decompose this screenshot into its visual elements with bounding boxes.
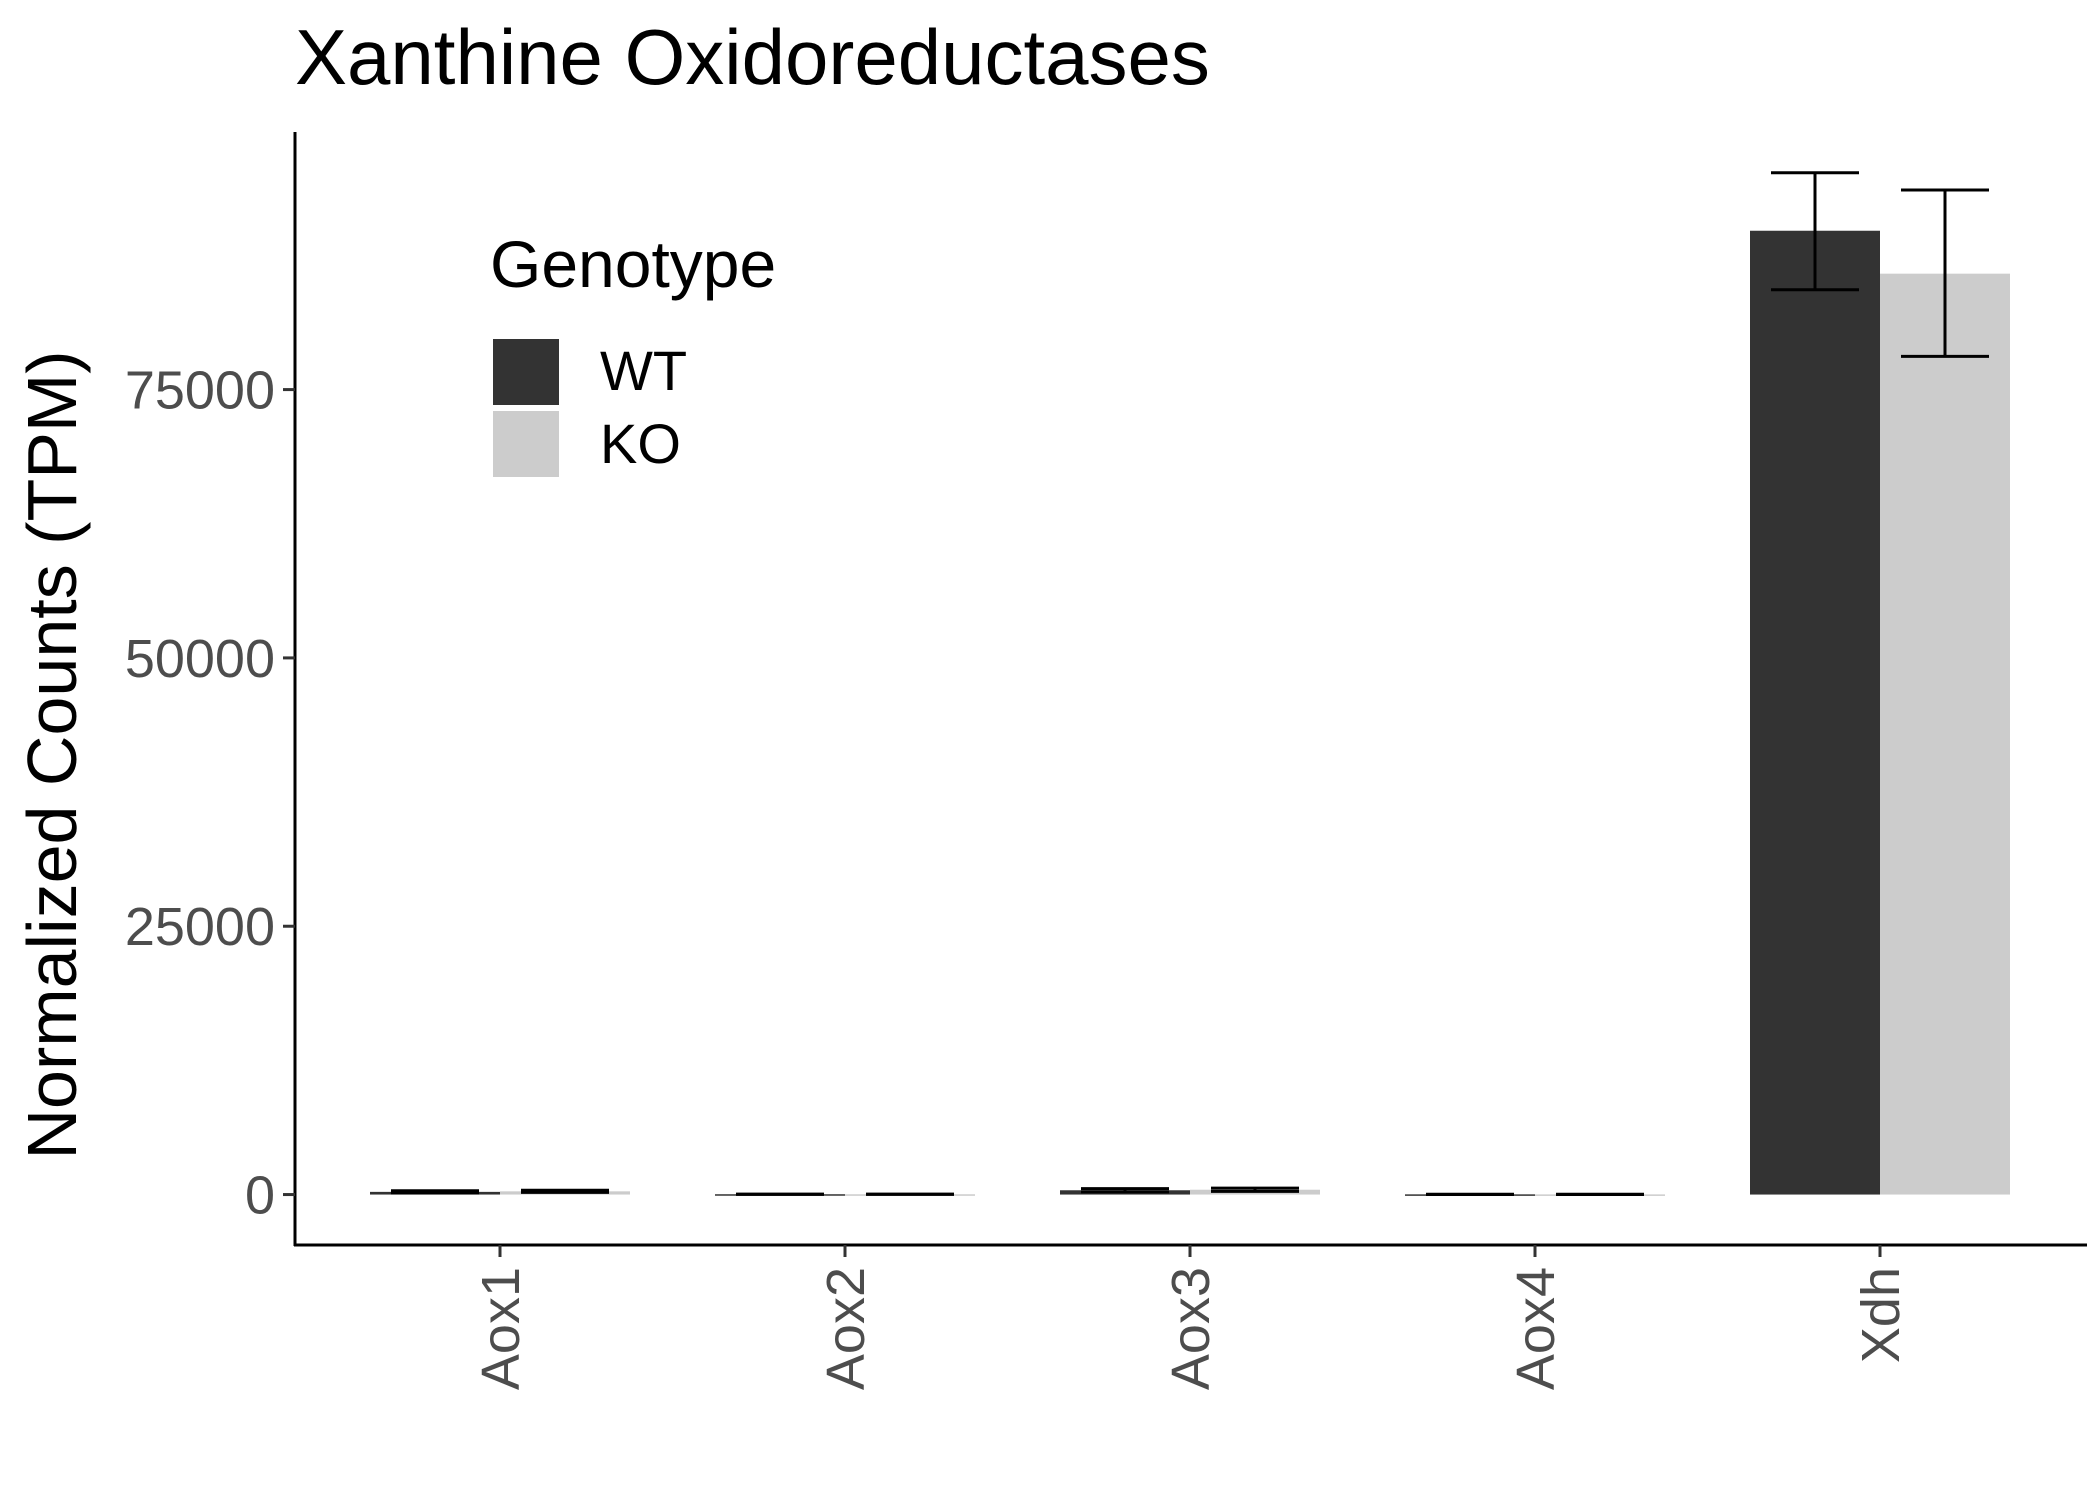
bars-layer [370,230,2010,1196]
x-ticks-layer: Aox1 Aox2 Aox3 Aox4 Xdh [471,1245,1911,1390]
y-tick-label: 75000 [125,361,275,421]
legend-swatch-ko [493,411,559,477]
x-tick-label: Aox2 [816,1267,876,1390]
x-tick-label: Xdh [1851,1267,1911,1363]
y-tick-label: 25000 [125,897,275,957]
bar-xdh-wt [1750,230,1880,1195]
bar-xdh-ko [1880,273,2010,1195]
x-tick-label: Aox3 [1161,1267,1221,1390]
legend: Genotype WT KO [490,227,776,477]
error-bars-layer [391,171,1989,1197]
chart-title: Xanthine Oxidoreductases [295,13,1210,101]
legend-swatch-wt [493,339,559,405]
y-axis-label: Normalized Counts (TPM) [13,350,91,1159]
y-ticks-layer: 0 25000 50000 75000 [125,361,295,1226]
legend-title: Genotype [490,227,776,301]
x-tick-label: Aox4 [1506,1267,1566,1390]
y-tick-label: 50000 [125,629,275,689]
legend-label-ko: KO [600,412,681,475]
x-tick-label: Aox1 [471,1267,531,1390]
legend-label-wt: WT [600,339,687,402]
y-tick-label: 0 [245,1166,275,1226]
